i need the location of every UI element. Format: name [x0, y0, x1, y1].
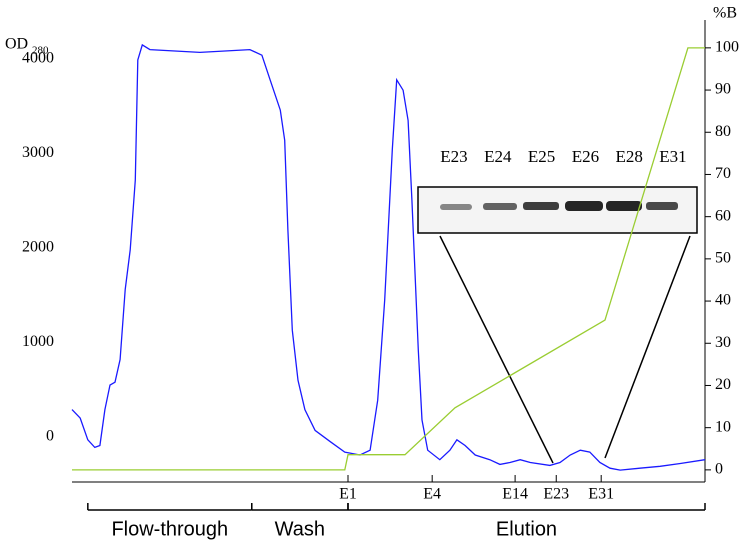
x-tick-label: E1 — [339, 486, 357, 503]
region-label: Flow-through — [111, 518, 228, 540]
y2-tick-label: 100 — [715, 39, 739, 56]
y-tick-label: 2000 — [22, 239, 54, 256]
y-axis-title: OD — [5, 36, 28, 53]
y-tick-label: 4000 — [22, 50, 54, 67]
x-tick-label: E4 — [423, 486, 441, 503]
gel-band — [606, 201, 642, 211]
x-tick-label: E23 — [543, 486, 569, 503]
gel-band — [565, 201, 603, 211]
y2-tick-label: 30 — [715, 334, 731, 351]
x-tick-label: E31 — [588, 486, 614, 503]
data-line — [72, 47, 705, 471]
y2-tick-label: 70 — [715, 165, 731, 182]
gel-band — [483, 203, 517, 210]
connector — [604, 235, 691, 459]
y2-tick-label: 10 — [715, 418, 731, 435]
gel-lane-label: E31 — [659, 147, 686, 166]
y2-tick-label: 40 — [715, 292, 731, 309]
y2-tick-label: 80 — [715, 123, 731, 140]
y-tick-label: 1000 — [22, 333, 54, 350]
region-label: Wash — [275, 518, 325, 540]
y2-tick-label: 0 — [715, 461, 723, 478]
gel-lane-label: E25 — [528, 147, 555, 166]
gel-lane-label: E24 — [484, 147, 512, 166]
y2-tick-label: 50 — [715, 250, 731, 267]
y2-tick-label: 20 — [715, 376, 731, 393]
y2-tick-label: 60 — [715, 207, 731, 224]
y-axis-title-subscript: 280 — [32, 45, 49, 57]
y-tick-label: 0 — [46, 428, 54, 445]
region-label: Elution — [496, 518, 557, 540]
gel-inset — [417, 186, 698, 464]
y2-axis-title: %B — [713, 5, 737, 22]
gel-lane-label: E28 — [616, 147, 643, 166]
gel-band — [440, 204, 472, 210]
y-tick-label: 3000 — [22, 144, 54, 161]
gel-band — [523, 202, 559, 210]
connector — [439, 235, 554, 464]
data-line — [71, 43, 706, 471]
gel-lane-label: E23 — [440, 147, 467, 166]
gel-lane-label: E26 — [572, 147, 599, 166]
gel-band — [646, 202, 678, 210]
x-tick-label: E14 — [502, 486, 528, 503]
y2-tick-label: 90 — [715, 81, 731, 98]
